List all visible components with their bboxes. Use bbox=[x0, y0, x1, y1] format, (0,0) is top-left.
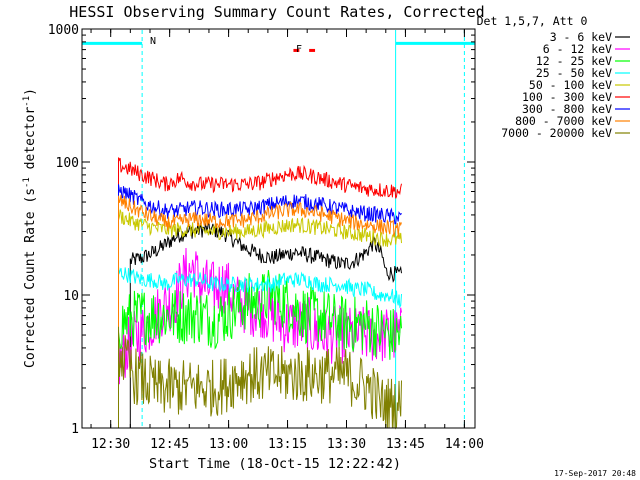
chart-title: HESSI Observing Summary Count Rates, Cor… bbox=[69, 3, 484, 21]
series-line-9 bbox=[118, 326, 402, 430]
series-line-6 bbox=[118, 157, 402, 428]
x-axis-label: Start Time (18-Oct-15 12:22:42) bbox=[149, 456, 401, 472]
legend-header: Det 1,5,7, Att 0 bbox=[477, 14, 588, 28]
legend-label-6: 100 - 300 keV bbox=[522, 90, 612, 104]
axes bbox=[81, 28, 476, 429]
series-line-4 bbox=[118, 266, 402, 428]
x-tick-label: 12:30 bbox=[91, 437, 130, 452]
y-axis-label-sup2: -1 bbox=[22, 96, 32, 107]
legend-label-3: 12 - 25 keV bbox=[536, 54, 612, 68]
x-tick-label: 13:30 bbox=[327, 437, 366, 452]
y-axis-label-part1: Corrected Count Rate (s bbox=[23, 188, 38, 368]
legend-label-2: 6 - 12 keV bbox=[543, 42, 612, 56]
tick-layer: 12:30 12:45 13:00 13:15 13:30 13:45 14:00 1 10 10… bbox=[48, 23, 484, 452]
series-line-8 bbox=[118, 194, 402, 428]
legend-label-9: 7000 - 20000 keV bbox=[501, 126, 612, 140]
plot-frame bbox=[81, 28, 476, 429]
y-tick-label: 1 bbox=[71, 422, 79, 437]
y-axis-label-part2: detector bbox=[23, 107, 38, 178]
y-axis-label-part3: ) bbox=[23, 88, 38, 96]
series-layer bbox=[118, 157, 402, 430]
series-line-1 bbox=[129, 221, 402, 428]
legend-label-4: 25 - 50 keV bbox=[536, 66, 612, 80]
x-tick-label: 13:00 bbox=[209, 437, 248, 452]
x-tick-label: 14:00 bbox=[445, 437, 484, 452]
legend-label-1: 3 - 6 keV bbox=[550, 30, 612, 44]
y-tick-label: 100 bbox=[56, 156, 79, 171]
x-tick-label: 13:45 bbox=[386, 437, 425, 452]
legend-label-5: 50 - 100 keV bbox=[529, 78, 612, 92]
series-line-5 bbox=[118, 209, 402, 428]
series-line-7 bbox=[118, 184, 402, 428]
y-tick-label: 1000 bbox=[48, 23, 79, 38]
y-axis-label-sup1: -1 bbox=[22, 177, 32, 188]
footer-timestamp: 17-Sep-2017 20:48 bbox=[554, 469, 636, 478]
x-tick-label: 12:45 bbox=[150, 437, 189, 452]
x-tick-label: 13:15 bbox=[268, 437, 307, 452]
legend-label-7: 300 - 800 keV bbox=[522, 102, 612, 116]
annotation-night: N bbox=[150, 36, 156, 47]
series-line-3 bbox=[118, 269, 402, 428]
y-tick-label: 10 bbox=[63, 289, 79, 304]
y-axis-label: Corrected Count Rate (s-1 detector-1) bbox=[22, 88, 38, 368]
legend-label-8: 800 - 7000 keV bbox=[515, 114, 612, 128]
annotation-flare: F bbox=[296, 44, 302, 55]
